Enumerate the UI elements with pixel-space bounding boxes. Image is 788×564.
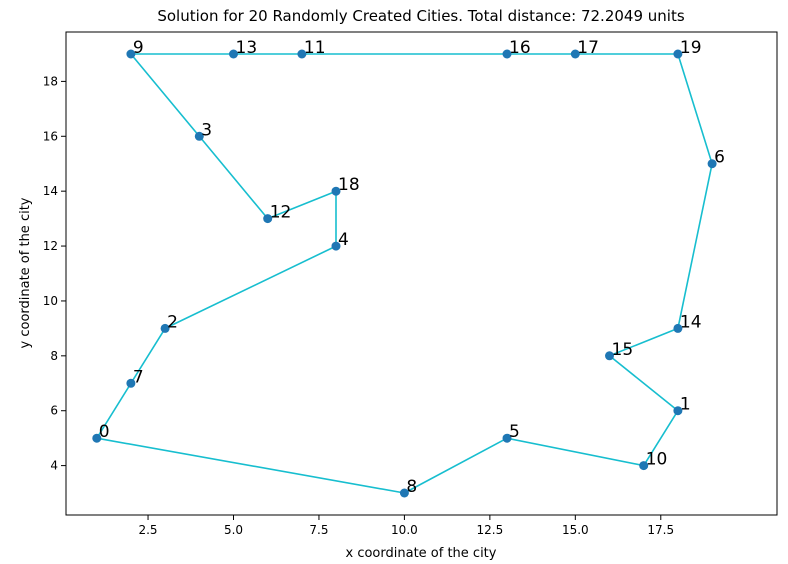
x-tick-label: 2.5 [138,523,157,537]
city-label-7: 7 [133,367,144,387]
city-marker-11 [297,49,307,59]
city-marker-3 [194,131,204,141]
city-label-1: 1 [680,395,691,415]
city-marker-10 [639,461,649,471]
x-tick-label: 12.5 [477,523,504,537]
city-marker-6 [707,159,717,169]
y-axis-label: y coordinate of the city [18,197,33,348]
x-axis-ticks: 2.5 5.0 7.5 10.0 12.5 15.0 17.5 [138,515,674,537]
y-tick-label: 18 [43,74,58,88]
y-axis-ticks: 4 6 8 10 12 14 16 18 [43,74,66,473]
x-tick-label: 7.5 [309,523,328,537]
city-label-17: 17 [577,38,599,58]
city-marker-13 [229,49,238,59]
city-label-4: 4 [338,230,349,250]
plot-frame [65,31,778,516]
city-label-10: 10 [646,450,668,470]
y-tick-label: 8 [50,349,58,363]
city-marker-19 [673,49,683,59]
city-marker-4 [331,241,341,251]
x-tick-label: 5.0 [224,523,243,537]
city-marker-15 [605,351,614,361]
city-marker-7 [126,378,136,388]
y-tick-label: 12 [43,239,58,253]
city-marker-5 [502,433,512,443]
city-label-14: 14 [680,312,702,332]
city-label-0: 0 [99,422,110,442]
x-tick-label: 15.0 [562,523,589,537]
x-axis-label: x coordinate of the city [346,546,497,561]
route-line [96,53,713,494]
city-marker-16 [502,49,512,59]
y-tick-label: 14 [43,184,58,198]
y-tick-label: 6 [50,404,58,418]
city-label-2: 2 [167,312,178,332]
city-marker-0 [92,433,102,443]
city-label-15: 15 [612,340,634,360]
city-marker-1 [673,406,683,416]
city-label-13: 13 [236,38,258,58]
x-tick-label: 10.0 [391,523,418,537]
city-label-19: 19 [680,38,702,58]
y-tick-label: 16 [43,129,58,143]
city-label-5: 5 [509,422,520,442]
city-label-12: 12 [270,203,292,223]
city-marker-12 [263,214,273,224]
city-label-9: 9 [133,38,144,58]
x-tick-label: 17.5 [647,523,674,537]
city-marker-17 [570,49,580,59]
city-marker-8 [399,488,409,498]
city-markers [92,49,717,498]
city-label-18: 18 [338,175,360,195]
city-label-8: 8 [406,477,417,497]
city-label-16: 16 [509,38,531,58]
route-layer [96,53,713,494]
city-label-11: 11 [304,38,326,58]
city-marker-9 [126,49,136,59]
city-label-6: 6 [714,148,725,168]
city-marker-14 [673,323,683,333]
city-label-3: 3 [201,120,212,140]
y-tick-label: 10 [43,294,58,308]
chart-title: Solution for 20 Randomly Created Cities.… [157,7,684,25]
y-tick-label: 4 [50,459,58,473]
city-marker-2 [160,323,170,333]
city-marker-18 [331,186,341,196]
